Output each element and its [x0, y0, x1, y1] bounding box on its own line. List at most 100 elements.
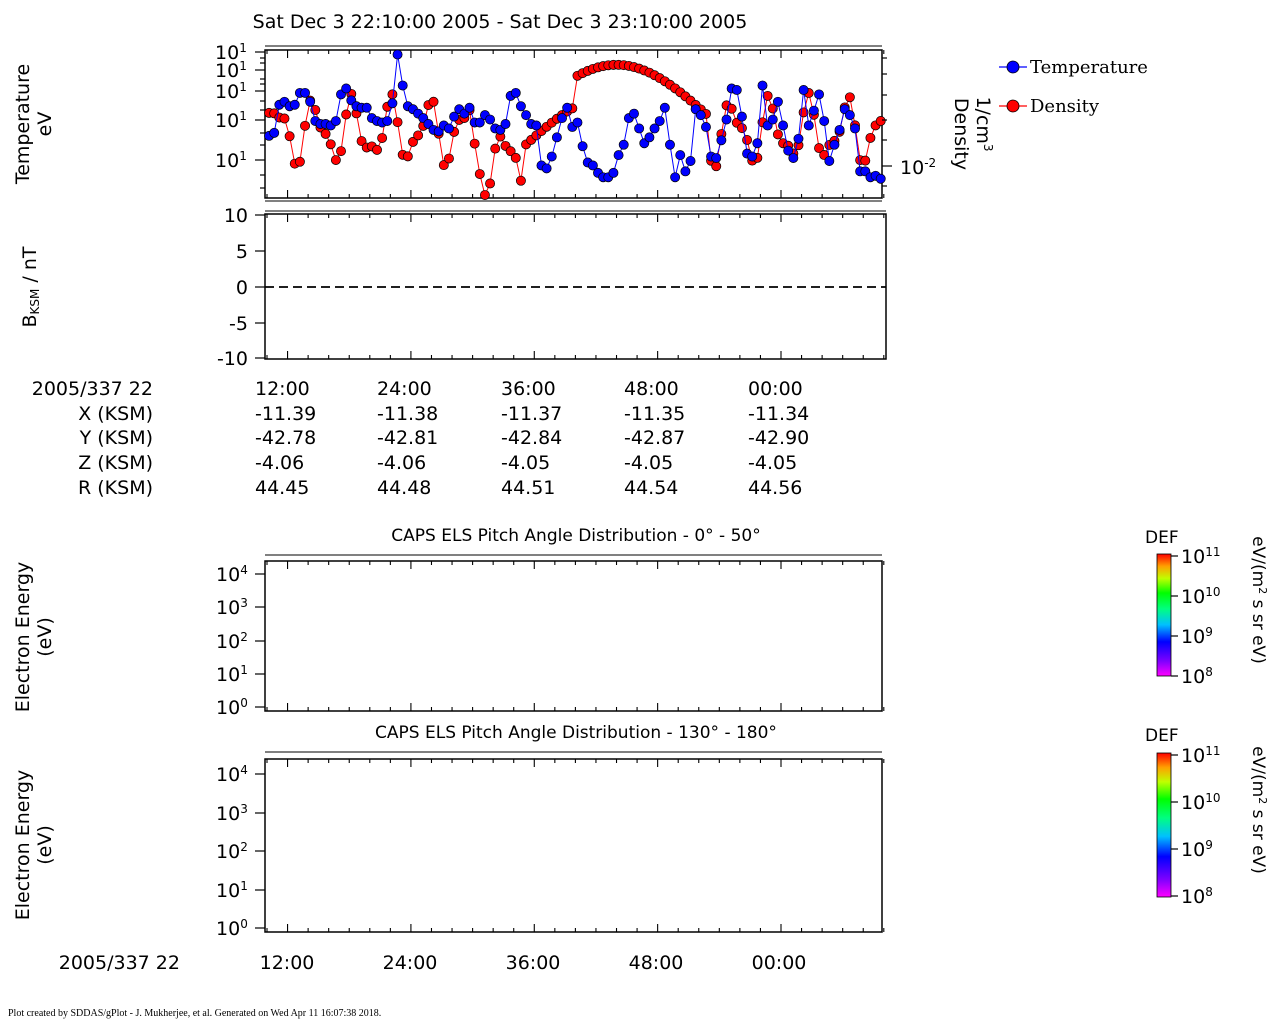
bottom-time-label: 12:00	[260, 952, 315, 974]
panel1-series	[264, 49, 886, 200]
temperature-point	[464, 102, 475, 113]
energy-tick: 101	[216, 879, 248, 902]
density-point	[279, 113, 290, 124]
bfield-tick: -5	[229, 313, 248, 335]
temperature-point	[670, 172, 681, 183]
density-point	[300, 120, 310, 131]
energy-tick: 104	[216, 563, 248, 586]
temperature-point	[803, 120, 814, 131]
density-point	[762, 90, 773, 101]
temperature-ticks	[255, 51, 265, 189]
temperature-point	[629, 108, 639, 119]
panel4-colorbar: DEF 1011 1010 109 108 eV/(m2 s sr eV)	[1145, 726, 1269, 908]
temperature-point	[711, 153, 722, 163]
temperature-point	[500, 119, 511, 129]
temperature-point	[793, 133, 804, 144]
ephemeris-y: -42.90	[748, 427, 809, 449]
temperature-point	[300, 87, 310, 98]
temperature-point	[449, 111, 460, 122]
density-point	[469, 138, 480, 149]
panel3-yticks	[255, 573, 265, 708]
ephemeris-r: 44.51	[501, 477, 555, 499]
density-units: 1/cm3	[972, 96, 995, 151]
temperature-point	[814, 89, 824, 100]
bfield-tick: 0	[236, 277, 248, 299]
temperature-density-panel: Temperature eV 101 101 101 101 101	[12, 41, 1148, 202]
temperature-point	[752, 138, 763, 149]
bottom-time-label: 36:00	[506, 952, 561, 974]
temperature-point	[654, 116, 665, 126]
colorbar-units: eV/(m2 s sr eV)	[1248, 536, 1269, 664]
temperature-point	[387, 98, 398, 109]
density-point	[479, 190, 490, 200]
colorbar-tick: 1011	[1181, 744, 1220, 767]
panel3-colorbar: DEF 1011 1010 109 108 eV/(m2 s sr eV)	[1145, 528, 1269, 688]
panel3-frame	[264, 560, 883, 712]
panel4-title: CAPS ELS Pitch Angle Distribution - 130°…	[375, 723, 777, 743]
ephemeris-label: 2005/337 22	[32, 378, 153, 400]
colorbar-tick: 1010	[1181, 791, 1220, 814]
ephemeris-z: -4.05	[501, 452, 550, 474]
ephemeris-col-1: 24:00 -11.38 -42.81 -4.06 44.48	[377, 378, 438, 499]
bfield-tick: 5	[236, 241, 248, 263]
density-point	[294, 156, 305, 167]
temperature-point	[330, 116, 341, 126]
temperature-point	[665, 139, 675, 150]
temperature-tick: 101	[215, 41, 247, 64]
temperature-point	[675, 150, 686, 161]
svg-text:BKSM / nT: BKSM / nT	[19, 246, 42, 327]
temperature-point	[778, 120, 789, 131]
density-point	[377, 133, 388, 143]
temperature-point	[341, 83, 352, 94]
temperature-point	[644, 132, 655, 143]
temperature-point	[659, 102, 670, 113]
ephemeris-col-3: 48:00 -11.35 -42.87 -4.05 44.54	[624, 378, 685, 499]
temperature-point	[788, 153, 799, 163]
ephemeris-time: 48:00	[624, 378, 679, 400]
density-point	[284, 131, 295, 142]
temperature-tick-labels: 101 101 101 101 101	[215, 41, 247, 172]
temperature-point	[515, 101, 526, 112]
temperature-point	[783, 145, 794, 156]
temperature-point	[521, 110, 532, 121]
panel4-axis-label: Electron Energy (eV)	[12, 770, 56, 921]
temperature-point	[546, 151, 557, 162]
temperature-point	[305, 96, 316, 107]
temperature-point	[649, 123, 660, 134]
density-point	[505, 146, 516, 157]
temperature-point	[824, 156, 835, 166]
ephemeris-y: -42.84	[501, 427, 562, 449]
temperature-point	[510, 87, 521, 98]
colorbar-tick: 108	[1181, 885, 1213, 908]
temperature-point	[721, 114, 732, 125]
ephemeris-x: -11.37	[501, 403, 562, 425]
ephemeris-label: Y (KSM)	[79, 427, 153, 449]
temperature-point	[382, 116, 393, 126]
density-point	[726, 103, 737, 114]
legend-label-density: Density	[1030, 96, 1100, 117]
bottom-time-label: 24:00	[383, 952, 438, 974]
temperature-point	[397, 80, 408, 91]
bfield-tick: -10	[217, 348, 248, 370]
temperature-tick: 101	[215, 109, 247, 132]
temperature-point	[680, 166, 691, 177]
bottom-date-label: 2005/337 22	[59, 952, 180, 974]
legend-marker-density	[1006, 99, 1020, 113]
panel3-axis-label: Electron Energy (eV)	[12, 562, 56, 713]
ephemeris-label: X (KSM)	[78, 403, 153, 425]
ephemeris-label: Z (KSM)	[78, 452, 153, 474]
panel4-yticks	[255, 773, 265, 929]
ephemeris-col-2: 36:00 -11.37 -42.84 -4.05 44.51	[501, 378, 562, 499]
svg-text:(eV): (eV)	[34, 617, 56, 657]
density-point	[320, 128, 331, 139]
temperature-point	[557, 113, 567, 124]
energy-tick: 100	[216, 917, 248, 940]
density-point	[336, 146, 346, 157]
energy-tick: 100	[216, 696, 248, 719]
energy-tick: 102	[216, 840, 248, 863]
energy-tick: 101	[216, 663, 248, 686]
density-point	[474, 169, 485, 179]
svg-text:Electron Energy: Electron Energy	[12, 770, 34, 921]
ephemeris-r: 44.48	[377, 477, 431, 499]
